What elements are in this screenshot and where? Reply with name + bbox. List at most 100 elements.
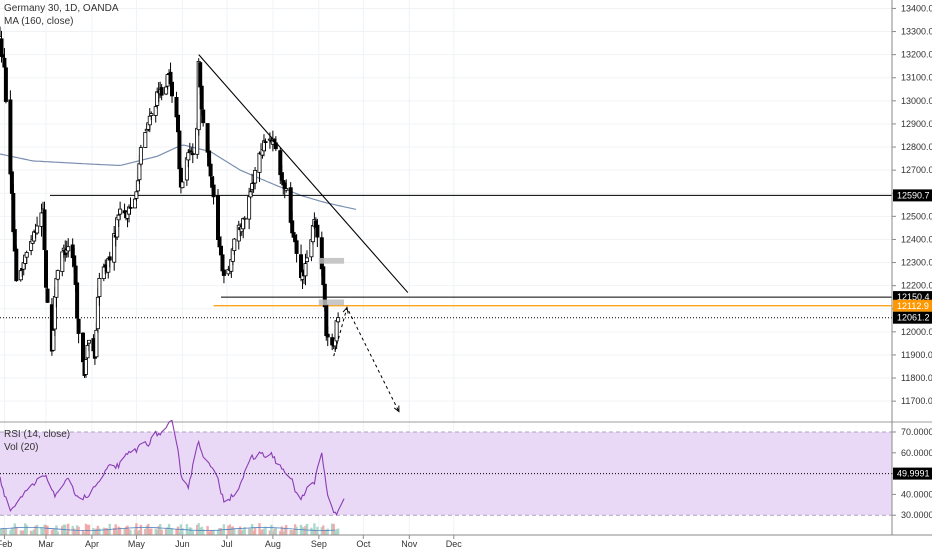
time-tick-label: Dec [446,539,463,549]
candle[interactable] [290,220,295,234]
candle[interactable] [201,109,206,124]
candle[interactable] [84,359,89,375]
candle[interactable] [180,181,185,189]
candle[interactable] [175,114,180,133]
candle[interactable] [315,224,320,238]
candle[interactable] [199,85,204,110]
volume-bar [218,528,221,535]
volume-bar [242,529,245,535]
candle[interactable] [211,184,216,198]
volume-bar [271,531,275,535]
volume-bar [216,529,220,535]
volume-bar [95,528,98,535]
volume-bar [123,528,126,535]
candle[interactable] [257,152,262,173]
supply-zone[interactable] [318,257,345,264]
candle[interactable] [94,329,99,358]
candle[interactable] [177,130,182,170]
candle[interactable] [42,209,47,250]
candle[interactable] [186,152,191,161]
candle[interactable] [334,320,339,342]
candle[interactable] [75,282,80,319]
candle[interactable] [221,269,226,276]
candle[interactable] [284,188,289,191]
price-tick-label: 12700.0 [901,165,932,175]
candle[interactable] [2,57,7,68]
candle[interactable] [242,217,247,220]
candle[interactable] [128,206,133,209]
supply-zone[interactable] [318,299,345,306]
volume-bar [73,528,76,535]
candle[interactable] [8,99,13,175]
candle[interactable] [232,238,237,252]
volume-bar [35,524,39,535]
volume-bar [274,527,277,535]
candle[interactable] [35,225,40,234]
candle[interactable] [3,67,8,102]
time-tick-label: Feb [0,539,12,549]
candle[interactable] [55,270,60,280]
time-tick-label: Jul [221,539,233,549]
candle[interactable] [153,106,158,116]
candle[interactable] [45,288,50,303]
price-tick-label: 12200.0 [901,281,932,291]
down-trendline[interactable] [198,54,409,293]
candle[interactable] [24,252,29,258]
candle[interactable] [118,208,123,215]
volume-bar [10,527,14,535]
volume-bar [145,525,148,535]
candle[interactable] [132,198,137,209]
candle[interactable] [138,147,143,165]
candle[interactable] [95,296,100,330]
volume-bar [40,527,43,535]
rsi-line [0,419,345,516]
candle[interactable] [149,113,154,116]
candle[interactable] [76,318,81,334]
candle[interactable] [321,266,326,286]
candle[interactable] [303,263,308,277]
candle[interactable] [198,62,203,88]
volume-bar [250,524,254,535]
volume-bar [92,528,95,535]
candle[interactable] [159,87,164,96]
volume-bar [212,530,215,535]
volume-bar [289,529,292,535]
candle[interactable] [336,317,341,323]
symbol-title: Germany 30, 1D, OANDA [4,3,119,14]
candle[interactable] [147,115,152,126]
candle[interactable] [208,163,213,177]
volume-bar [285,525,288,535]
candle-layer [0,26,341,379]
volume-bar [1,527,5,535]
candle[interactable] [107,256,112,261]
candle[interactable] [87,339,92,344]
price-tick-label: 13100.0 [901,73,932,83]
candle[interactable] [97,277,102,297]
candle[interactable] [54,278,59,298]
candle[interactable] [304,257,309,262]
candle[interactable] [44,250,49,288]
candle[interactable] [81,332,86,363]
volume-bar [22,530,25,535]
candle[interactable] [164,86,169,95]
volume-bar [84,523,88,535]
candle[interactable] [135,180,140,192]
candle[interactable] [66,246,71,252]
candle[interactable] [294,240,299,254]
candle[interactable] [247,196,252,220]
candle[interactable] [14,248,19,282]
candle[interactable] [169,81,174,97]
candle[interactable] [85,344,90,359]
candle[interactable] [263,141,268,144]
candle[interactable] [60,251,65,272]
candle[interactable] [253,169,258,184]
candle[interactable] [51,329,56,351]
candle[interactable] [190,153,195,156]
candle[interactable] [143,132,148,148]
candle[interactable] [325,333,330,338]
rsi-band [0,432,892,516]
candle[interactable] [112,233,117,263]
